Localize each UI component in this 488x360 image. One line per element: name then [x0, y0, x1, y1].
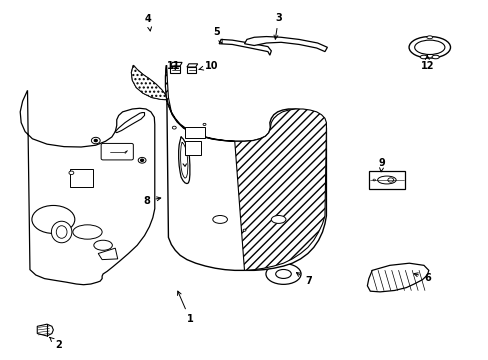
- Polygon shape: [170, 66, 180, 73]
- Polygon shape: [20, 90, 155, 285]
- Ellipse shape: [408, 37, 449, 58]
- Text: 3: 3: [273, 13, 282, 39]
- Text: 8: 8: [143, 196, 161, 206]
- Polygon shape: [170, 62, 182, 66]
- Ellipse shape: [271, 216, 285, 224]
- Polygon shape: [98, 248, 118, 260]
- Ellipse shape: [56, 226, 67, 238]
- Text: 4: 4: [145, 14, 151, 31]
- Ellipse shape: [419, 55, 427, 59]
- Polygon shape: [366, 263, 428, 292]
- Polygon shape: [165, 65, 234, 141]
- Ellipse shape: [377, 176, 395, 184]
- Text: 9: 9: [378, 158, 385, 172]
- Polygon shape: [186, 64, 197, 67]
- Text: 5: 5: [213, 27, 222, 44]
- Bar: [184, 127, 204, 138]
- Ellipse shape: [69, 171, 74, 175]
- Ellipse shape: [431, 55, 438, 59]
- Circle shape: [94, 139, 97, 141]
- Text: 6: 6: [413, 273, 430, 283]
- Ellipse shape: [426, 36, 432, 39]
- Polygon shape: [131, 65, 166, 100]
- Ellipse shape: [51, 221, 72, 243]
- Circle shape: [141, 159, 143, 161]
- FancyBboxPatch shape: [70, 168, 93, 187]
- Polygon shape: [186, 67, 195, 73]
- FancyBboxPatch shape: [101, 143, 133, 160]
- Ellipse shape: [91, 137, 100, 144]
- Ellipse shape: [203, 123, 205, 126]
- Polygon shape: [219, 40, 271, 55]
- Text: 12: 12: [420, 55, 433, 71]
- Ellipse shape: [94, 240, 112, 250]
- Polygon shape: [244, 37, 327, 51]
- Ellipse shape: [275, 270, 291, 278]
- Ellipse shape: [73, 225, 102, 239]
- Polygon shape: [131, 65, 166, 100]
- Ellipse shape: [138, 157, 146, 163]
- Ellipse shape: [372, 179, 375, 181]
- Text: 10: 10: [199, 61, 218, 71]
- Text: 7: 7: [296, 273, 312, 286]
- Text: 11: 11: [166, 61, 180, 71]
- Text: 2: 2: [50, 337, 61, 350]
- Ellipse shape: [172, 126, 176, 129]
- Polygon shape: [37, 324, 53, 336]
- Ellipse shape: [265, 264, 301, 284]
- Ellipse shape: [243, 229, 245, 231]
- Polygon shape: [234, 109, 326, 270]
- Ellipse shape: [387, 178, 393, 182]
- Ellipse shape: [32, 206, 75, 233]
- Ellipse shape: [212, 216, 227, 224]
- Polygon shape: [165, 65, 326, 270]
- Ellipse shape: [414, 40, 444, 54]
- Text: 1: 1: [177, 291, 193, 324]
- Bar: [368, 171, 405, 189]
- Bar: [184, 140, 200, 155]
